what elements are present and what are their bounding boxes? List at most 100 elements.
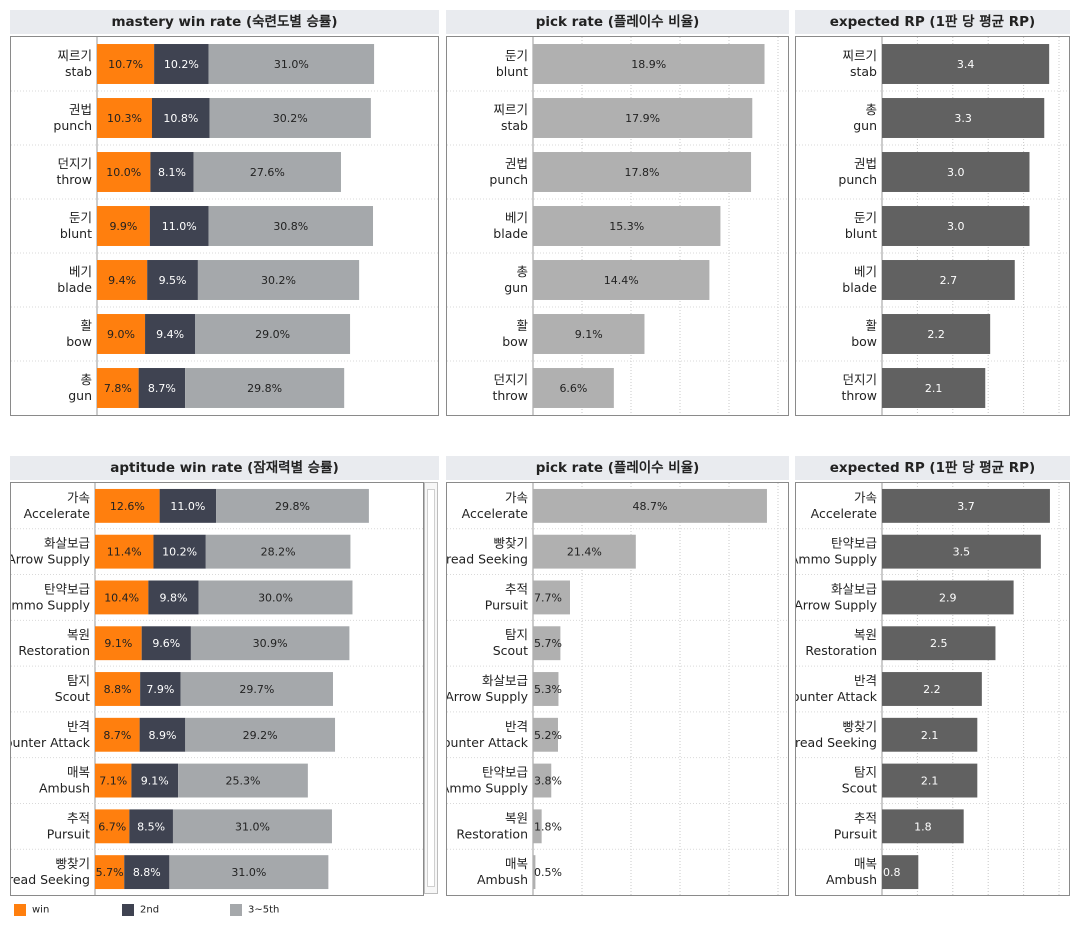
legend-item-3-5th: 3~5th bbox=[230, 904, 279, 918]
category-label-en: bow bbox=[66, 334, 92, 349]
category-label-en: Ambush bbox=[39, 781, 90, 796]
data-label: 8.8% bbox=[133, 866, 161, 879]
bar bbox=[533, 855, 536, 890]
category-label-ko: 던지기 bbox=[57, 156, 92, 171]
category-label-ko: 활 bbox=[516, 318, 528, 333]
bar-segment-2nd bbox=[140, 672, 181, 706]
category-label-en: stab bbox=[501, 118, 528, 133]
data-label: 5.7% bbox=[534, 637, 562, 650]
category-label-ko: 던지기 bbox=[493, 372, 528, 387]
category-label-en: throw bbox=[841, 388, 877, 403]
bar bbox=[533, 488, 767, 523]
bar bbox=[533, 260, 710, 300]
data-label: 11.0% bbox=[170, 500, 205, 513]
chart-title: aptitude win rate (잠재력별 승률) bbox=[10, 456, 439, 480]
bar-segment-2nd bbox=[150, 152, 194, 192]
data-label: 2.7 bbox=[940, 274, 958, 287]
data-label: 7.7% bbox=[534, 591, 562, 604]
bar-segment-3-5th bbox=[185, 368, 345, 408]
category-label-en: Ambush bbox=[826, 872, 877, 887]
bar bbox=[882, 488, 1050, 523]
data-label: 15.3% bbox=[609, 220, 644, 233]
bar bbox=[533, 368, 614, 408]
category-label-en: Bread Seeking bbox=[11, 872, 90, 887]
data-label: 30.2% bbox=[273, 112, 308, 125]
category-label-ko: 복원 bbox=[67, 627, 90, 642]
data-label: 9.1% bbox=[575, 328, 603, 341]
bar-segment-2nd bbox=[149, 206, 209, 246]
bar-segment-3-5th bbox=[193, 152, 341, 192]
data-label: 27.6% bbox=[250, 166, 285, 179]
category-label-en: stab bbox=[65, 64, 92, 79]
data-label: 2.2 bbox=[927, 328, 945, 341]
data-label: 10.2% bbox=[162, 546, 197, 559]
bar-segment-3-5th bbox=[190, 626, 350, 661]
bar bbox=[882, 809, 964, 844]
chart-panel-mastery-win: mastery win rate (숙련도별 승률) 찌르기 stab 10.7% 1… bbox=[10, 10, 439, 416]
data-label: 3.4 bbox=[957, 58, 975, 71]
category-label-en: Ammo Supply bbox=[796, 552, 878, 567]
bar-segment-win bbox=[95, 809, 130, 844]
chart-scrollbar[interactable] bbox=[424, 482, 438, 894]
category-label-ko: 탐지 bbox=[67, 673, 90, 688]
bar-segment-2nd bbox=[131, 763, 179, 798]
data-label: 18.9% bbox=[631, 58, 666, 71]
data-label: 10.0% bbox=[106, 166, 141, 179]
data-label: 11.0% bbox=[162, 220, 197, 233]
data-label: 28.2% bbox=[261, 546, 296, 559]
category-label-ko: 총 bbox=[865, 102, 877, 117]
category-label-ko: 탐지 bbox=[505, 627, 528, 642]
bar-segment-2nd bbox=[141, 626, 191, 661]
category-label-ko: 가속 bbox=[854, 490, 877, 505]
category-label-ko: 둔기 bbox=[69, 210, 92, 225]
category-label-ko: 탄약보급 bbox=[831, 536, 877, 551]
category-label-en: Scout bbox=[493, 643, 528, 658]
category-label-en: Ambush bbox=[477, 872, 528, 887]
category-label-ko: 매복 bbox=[854, 856, 877, 871]
category-label-en: Restoration bbox=[456, 826, 528, 841]
chart-title: expected RP (1판 당 평균 RP) bbox=[795, 10, 1070, 34]
bar bbox=[533, 98, 753, 138]
bar bbox=[882, 44, 1050, 84]
bar-segment-3-5th bbox=[180, 672, 333, 706]
data-label: 1.8 bbox=[914, 820, 932, 833]
data-label: 14.4% bbox=[604, 274, 639, 287]
data-label: 2.1 bbox=[925, 382, 943, 395]
legend-item-2nd: 2nd bbox=[122, 904, 159, 918]
data-label: 25.3% bbox=[225, 775, 260, 788]
data-label: 2.5 bbox=[930, 637, 948, 650]
scrollbar-thumb[interactable] bbox=[427, 489, 435, 887]
category-label-en: gun bbox=[853, 118, 877, 133]
bar-segment-3-5th bbox=[178, 763, 308, 798]
data-label: 9.4% bbox=[156, 328, 184, 341]
chart-frame: 찌르기 stab 3.4 총 gun 3.3 권법 punch 3.0 둔기 blunt 3.0 베기 b… bbox=[795, 36, 1070, 416]
chart-frame: 가속 Accelerate 12.6% 11.0% 29.8% 화살보급 Arrow Sup… bbox=[0, 482, 424, 896]
bar bbox=[533, 763, 552, 798]
category-label-ko: 활 bbox=[865, 318, 877, 333]
bar-segment-3-5th bbox=[172, 809, 332, 844]
chart-title: pick rate (플레이수 비율) bbox=[446, 456, 789, 480]
data-label: 48.7% bbox=[632, 500, 667, 513]
data-label: 31.0% bbox=[235, 820, 270, 833]
category-label-ko: 총 bbox=[80, 372, 92, 387]
data-label: 5.3% bbox=[534, 683, 562, 696]
category-label-en: Scout bbox=[55, 689, 90, 704]
data-label: 0.5% bbox=[534, 866, 562, 879]
bar bbox=[533, 206, 721, 246]
legend-label: 3~5th bbox=[248, 904, 280, 916]
chart-title: mastery win rate (숙련도별 승률) bbox=[10, 10, 439, 34]
bar-segment-2nd bbox=[124, 855, 170, 890]
category-label-ko: 화살보급 bbox=[831, 581, 877, 596]
bar-segment-win bbox=[95, 488, 160, 523]
category-label-ko: 매복 bbox=[505, 856, 528, 871]
category-label-en: punch bbox=[53, 118, 92, 133]
data-label: 9.0% bbox=[107, 328, 135, 341]
data-label: 3.0 bbox=[947, 166, 965, 179]
data-label: 2.2 bbox=[923, 683, 941, 696]
bar-segment-3-5th bbox=[195, 314, 351, 354]
data-label: 9.1% bbox=[104, 637, 132, 650]
legend-swatch bbox=[122, 904, 134, 916]
bar bbox=[533, 580, 570, 615]
